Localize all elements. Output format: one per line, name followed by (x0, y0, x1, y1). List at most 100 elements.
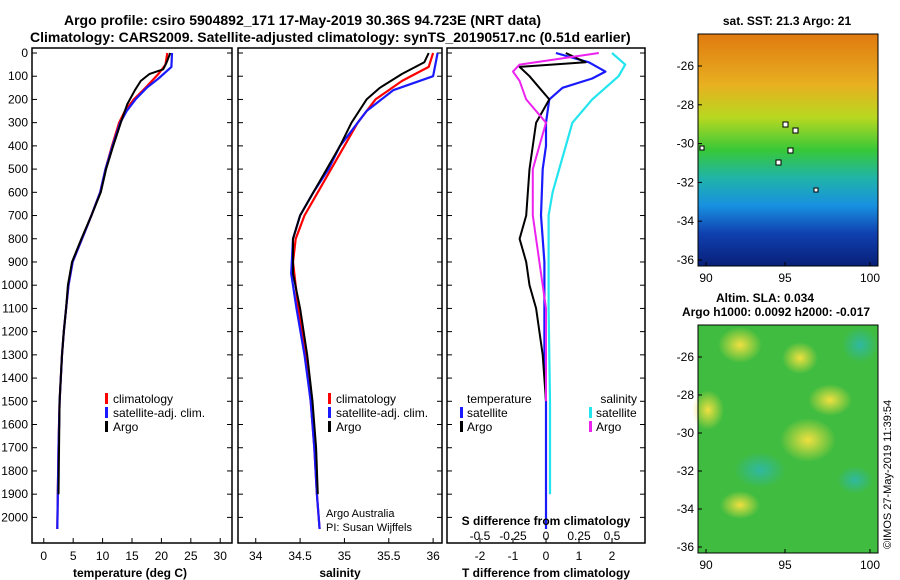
series-climatology (56, 52, 169, 530)
sst-map-title: sat. SST: 21.3 Argo: 21 (723, 14, 852, 28)
x-tick-label: 20 (155, 549, 169, 563)
credit-line-1: Argo Australia (326, 508, 395, 520)
legend-salinity-heading: salinity (600, 392, 637, 406)
x2-tick-label: 0.25 (567, 529, 591, 543)
tick-layer: 0 5 10 15 20 25 30 34 34.5 35 35.5 36 -2 -1 0 1 2 -0.5 -0.… (40, 529, 620, 563)
legend-swatch-satellite (328, 407, 331, 418)
legend-t-argo: Argo (467, 420, 493, 434)
x-tick-label: -1 (508, 549, 519, 563)
legend-temperature-heading: temperature (467, 392, 532, 406)
sst-map-frame (697, 33, 879, 267)
x2-tick-label: 0 (543, 529, 550, 543)
map-y-tick-label: -36 (677, 253, 695, 267)
legend-swatch-satellite (105, 407, 108, 418)
sla-map-subtitle: Argo h1000: 0.0092 h2000: -0.017 (682, 305, 870, 319)
x-tick-label: 35 (338, 549, 352, 563)
series-argo (57, 52, 172, 495)
legend-t-satellite: satellite (467, 406, 508, 420)
salinity-panel (237, 47, 443, 544)
depth-tick-label: 1000 (1, 278, 28, 292)
legend-swatch-argo (328, 421, 331, 432)
depth-tick-label: 1400 (1, 371, 28, 385)
map-y-tick-label: -32 (677, 175, 695, 189)
depth-tick-label: 800 (8, 232, 28, 246)
legend-swatch-s-argo (589, 421, 592, 432)
depth-tick-label: 600 (8, 185, 28, 199)
legend-argo: Argo (336, 420, 362, 434)
t-difference-axis-label: T difference from climatology (462, 566, 630, 580)
sla-map-frame (697, 324, 879, 554)
series-argo (292, 52, 430, 495)
legend-argo: Argo (113, 420, 139, 434)
legend-climatology: climatology (336, 392, 396, 406)
x2-tick-label: -0.25 (499, 529, 527, 543)
depth-tick-label: 1800 (1, 464, 28, 478)
x-tick-label: 5 (70, 549, 77, 563)
salinity-legend: climatology satellite-adj. clim. Argo (328, 392, 428, 434)
x-tick-label: 34.5 (288, 549, 312, 563)
depth-tick-label: 2000 (1, 510, 28, 524)
sst-map-cloud-mask (699, 121, 819, 193)
legend-satellite: satellite-adj. clim. (336, 406, 428, 420)
x-tick-label: 1 (576, 549, 583, 563)
map-x-tick-label: 95 (778, 271, 792, 285)
map-y-tick-label: -36 (677, 540, 695, 554)
map-y-tick-label: -30 (677, 426, 695, 440)
legend-swatch-climatology (328, 393, 331, 404)
series-satellite-adj-clim- (290, 52, 439, 530)
map-y-tick-label: -28 (677, 98, 695, 112)
depth-tick-label: 1700 (1, 441, 28, 455)
depth-tick-label: 200 (8, 92, 28, 106)
x-tick-label: 15 (125, 549, 139, 563)
series-salinity-satellite (547, 52, 627, 495)
credit-line-2: PI: Susan Wijffels (326, 522, 412, 534)
depth-tick-label: 500 (8, 162, 28, 176)
depth-tick-label: 1200 (1, 325, 28, 339)
depth-tick-label: 1300 (1, 348, 28, 362)
map-x-tick-label: 90 (699, 271, 713, 285)
map-x-tick-label: 100 (860, 271, 880, 285)
temperature-panel (31, 47, 233, 544)
legend-swatch-t-argo (460, 421, 463, 432)
difference-legend: temperature salinity satellite Argo sate… (460, 392, 637, 434)
depth-tick-label: 900 (8, 255, 28, 269)
sla-map-title: Altim. SLA: 0.034 (716, 291, 814, 305)
title-line-2: Climatology: CARS2009. Satellite-adjuste… (30, 29, 631, 45)
series-temperature-satellite (539, 51, 607, 529)
legend-swatch-argo (105, 421, 108, 432)
depth-axis: 0 100 200 300 400 500 600 700 800 900 1000 1100 1200… (1, 46, 645, 524)
legend-swatch-climatology (105, 393, 108, 404)
x-tick-label: 10 (96, 549, 110, 563)
depth-tick-label: 1600 (1, 418, 28, 432)
map-x-tick-label: 95 (778, 558, 792, 572)
imos-watermark: ©IMOS 27-May-2019 11:39:54 (882, 400, 894, 549)
depth-tick-label: 1100 (2, 301, 28, 315)
legend-swatch-t-satellite (460, 407, 463, 418)
x-tick-label: 2 (609, 549, 616, 563)
map-y-tick-label: -26 (677, 350, 695, 364)
x-tick-label: -2 (475, 549, 486, 563)
profile-lines (56, 51, 627, 530)
map-y-tick-label: -34 (677, 502, 695, 516)
x-tick-label: 36 (426, 549, 440, 563)
s-difference-axis-label: S difference from climatology (462, 514, 631, 528)
x-tick-label: 35.5 (377, 549, 401, 563)
temperature-axis-label: temperature (deg C) (73, 566, 187, 580)
sst-map-axes: 90 95 100 -26 -28 -30 -32 -34 -36 (677, 59, 881, 285)
salinity-axis-label: salinity (319, 566, 361, 580)
x-tick-label: 0 (543, 549, 550, 563)
legend-climatology: climatology (113, 392, 173, 406)
sla-map-blobs (692, 327, 878, 519)
depth-tick-label: 300 (8, 116, 28, 130)
sla-map-axes: 90 95 100 -26 -28 -30 -32 -34 -36 (677, 350, 881, 572)
series-salinity-argo (512, 52, 599, 402)
map-x-tick-label: 90 (699, 558, 713, 572)
map-y-tick-label: -34 (677, 214, 695, 228)
map-x-tick-label: 100 (860, 558, 880, 572)
map-y-tick-label: -30 (677, 137, 695, 151)
map-y-tick-label: -26 (677, 59, 695, 73)
legend-satellite: satellite-adj. clim. (113, 406, 205, 420)
x-tick-label: 34 (249, 549, 263, 563)
x2-tick-label: -0.5 (470, 529, 491, 543)
